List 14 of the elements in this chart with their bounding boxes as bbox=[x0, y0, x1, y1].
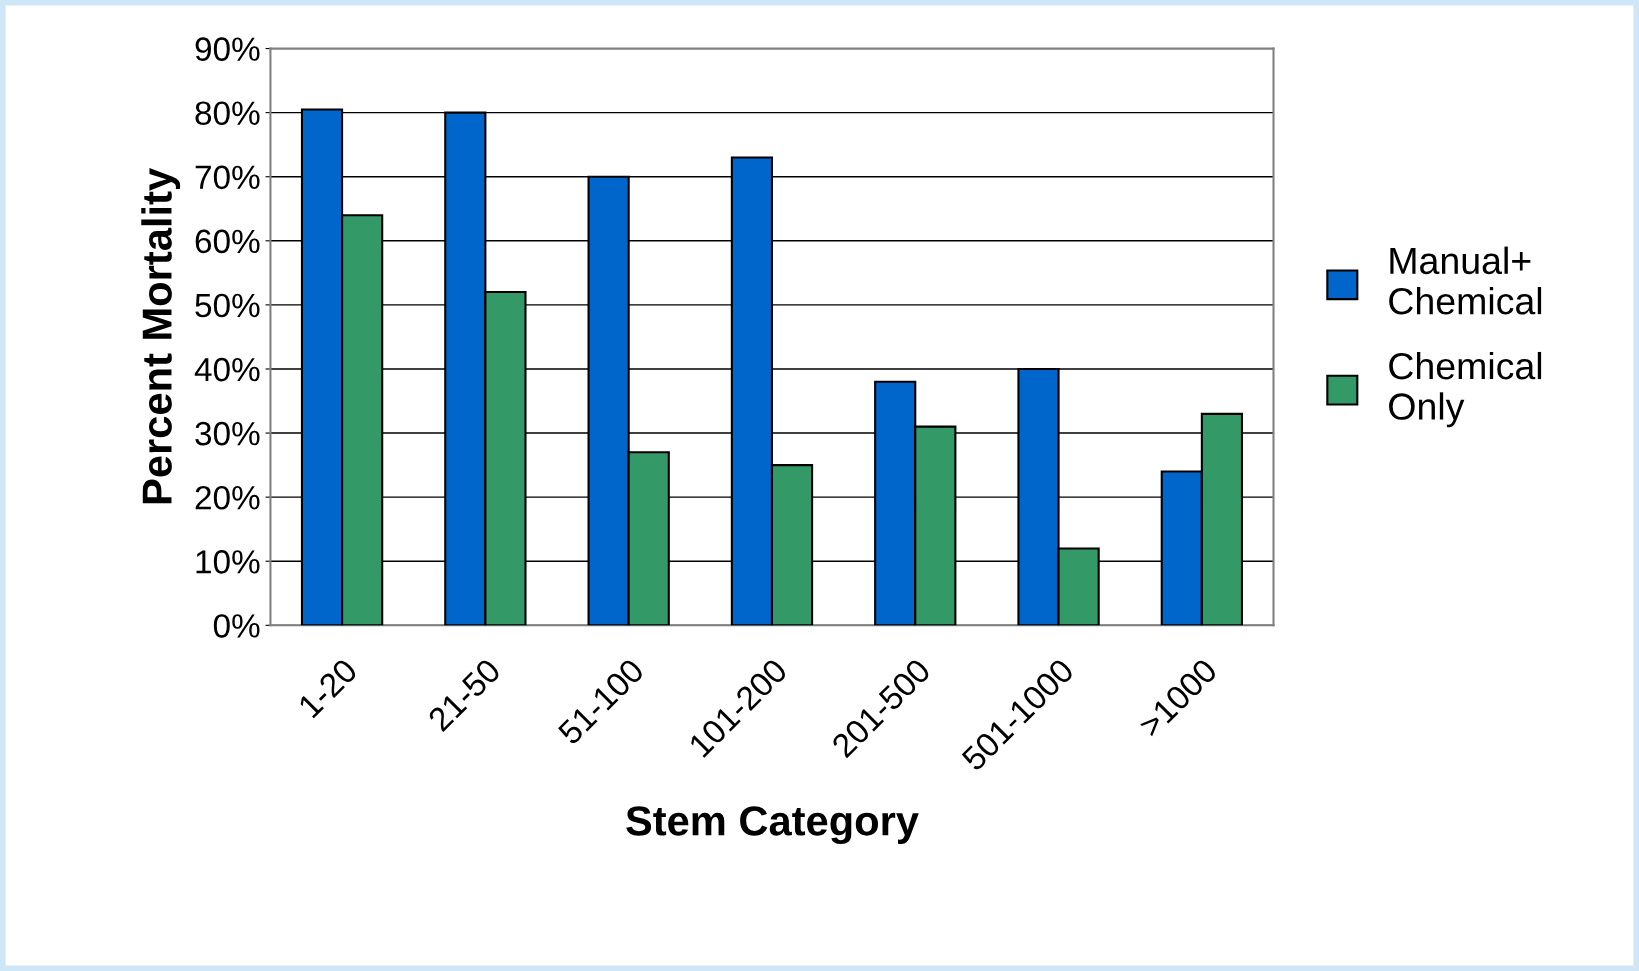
y-axis-title: Percent Mortality bbox=[141, 168, 181, 504]
y-tick-label: 70% bbox=[195, 165, 260, 190]
y-tick-label: 30% bbox=[195, 421, 260, 446]
y-tick-label: 50% bbox=[195, 293, 260, 318]
legend-label: Chemical Only bbox=[1389, 351, 1542, 428]
y-tick-label: 90% bbox=[195, 37, 260, 61]
y-tick-label: 60% bbox=[195, 229, 260, 254]
x-axis-title: Stem Category bbox=[626, 806, 919, 845]
y-tick-label: 40% bbox=[194, 357, 260, 382]
y-tick-label: 0% bbox=[213, 614, 260, 638]
y-tick-label: 80% bbox=[195, 101, 260, 126]
y-tick-label: 20% bbox=[195, 485, 260, 510]
legend-label: Manual+ Chemical bbox=[1389, 246, 1542, 315]
y-tick-label: 10% bbox=[196, 550, 260, 574]
